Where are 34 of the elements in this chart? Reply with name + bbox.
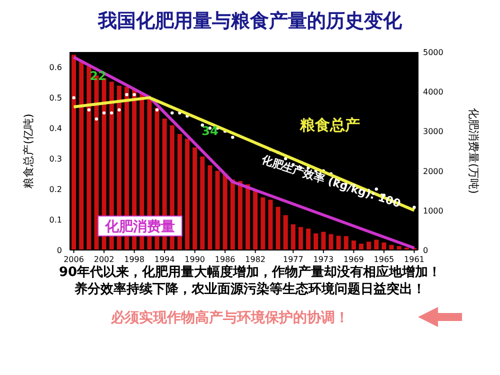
text: 化肥消费量 <box>104 219 175 235</box>
series-label: 粮食总产 <box>299 116 360 134</box>
y2-axis-title: 化肥消费量(万吨) <box>467 108 480 194</box>
y2-tick-label: 2000 <box>423 166 444 176</box>
x-tick-label: 1990 <box>184 255 206 264</box>
chart-title: 我国化肥用量与粮食产量的历史变化 <box>97 10 403 32</box>
x-tick-label: 1986 <box>214 255 236 264</box>
x-tick-label: 1961 <box>404 255 424 264</box>
x-tick-label: 1969 <box>344 255 364 264</box>
y-axis-title: 粮食总产(亿吨) <box>22 114 35 188</box>
text: 养分效率持续下降，农业面源污染等生态环境问题日益突出！ <box>74 281 426 297</box>
y-tick-label: 0.3 <box>49 154 62 164</box>
y2-tick-label: 4000 <box>423 88 444 97</box>
annotation: 34 <box>202 124 218 138</box>
y-tick-label: 0.6 <box>49 63 62 72</box>
y-tick-label: 0.5 <box>49 94 62 103</box>
y-tick-label: 0 <box>56 246 62 255</box>
x-tick-label: 1973 <box>313 255 334 264</box>
y-tick-label: 0.2 <box>49 185 62 194</box>
y2-tick-label: 3000 <box>423 127 444 136</box>
x-tick-label: 2002 <box>94 255 114 264</box>
text: 必须实现作物高产与环境保护的协调！ <box>110 309 349 326</box>
x-tick-label: 1994 <box>154 255 175 264</box>
y-tick-label: 0.1 <box>49 216 62 225</box>
x-tick-label: 1982 <box>245 255 266 264</box>
y2-tick-label: 0 <box>423 246 428 255</box>
y2-tick-label: 5000 <box>423 48 444 57</box>
text: 90年代以来，化肥用量大幅度增加，作物产量却没有相应地增加！ <box>58 264 442 280</box>
x-tick-label: 1998 <box>124 255 144 264</box>
x-tick-label: 1965 <box>374 255 394 264</box>
x-tick-label: 2006 <box>64 255 84 264</box>
x-tick-label: 1977 <box>282 255 304 264</box>
y2-tick-label: 1000 <box>423 206 444 216</box>
y-tick-label: 0.4 <box>49 124 62 134</box>
